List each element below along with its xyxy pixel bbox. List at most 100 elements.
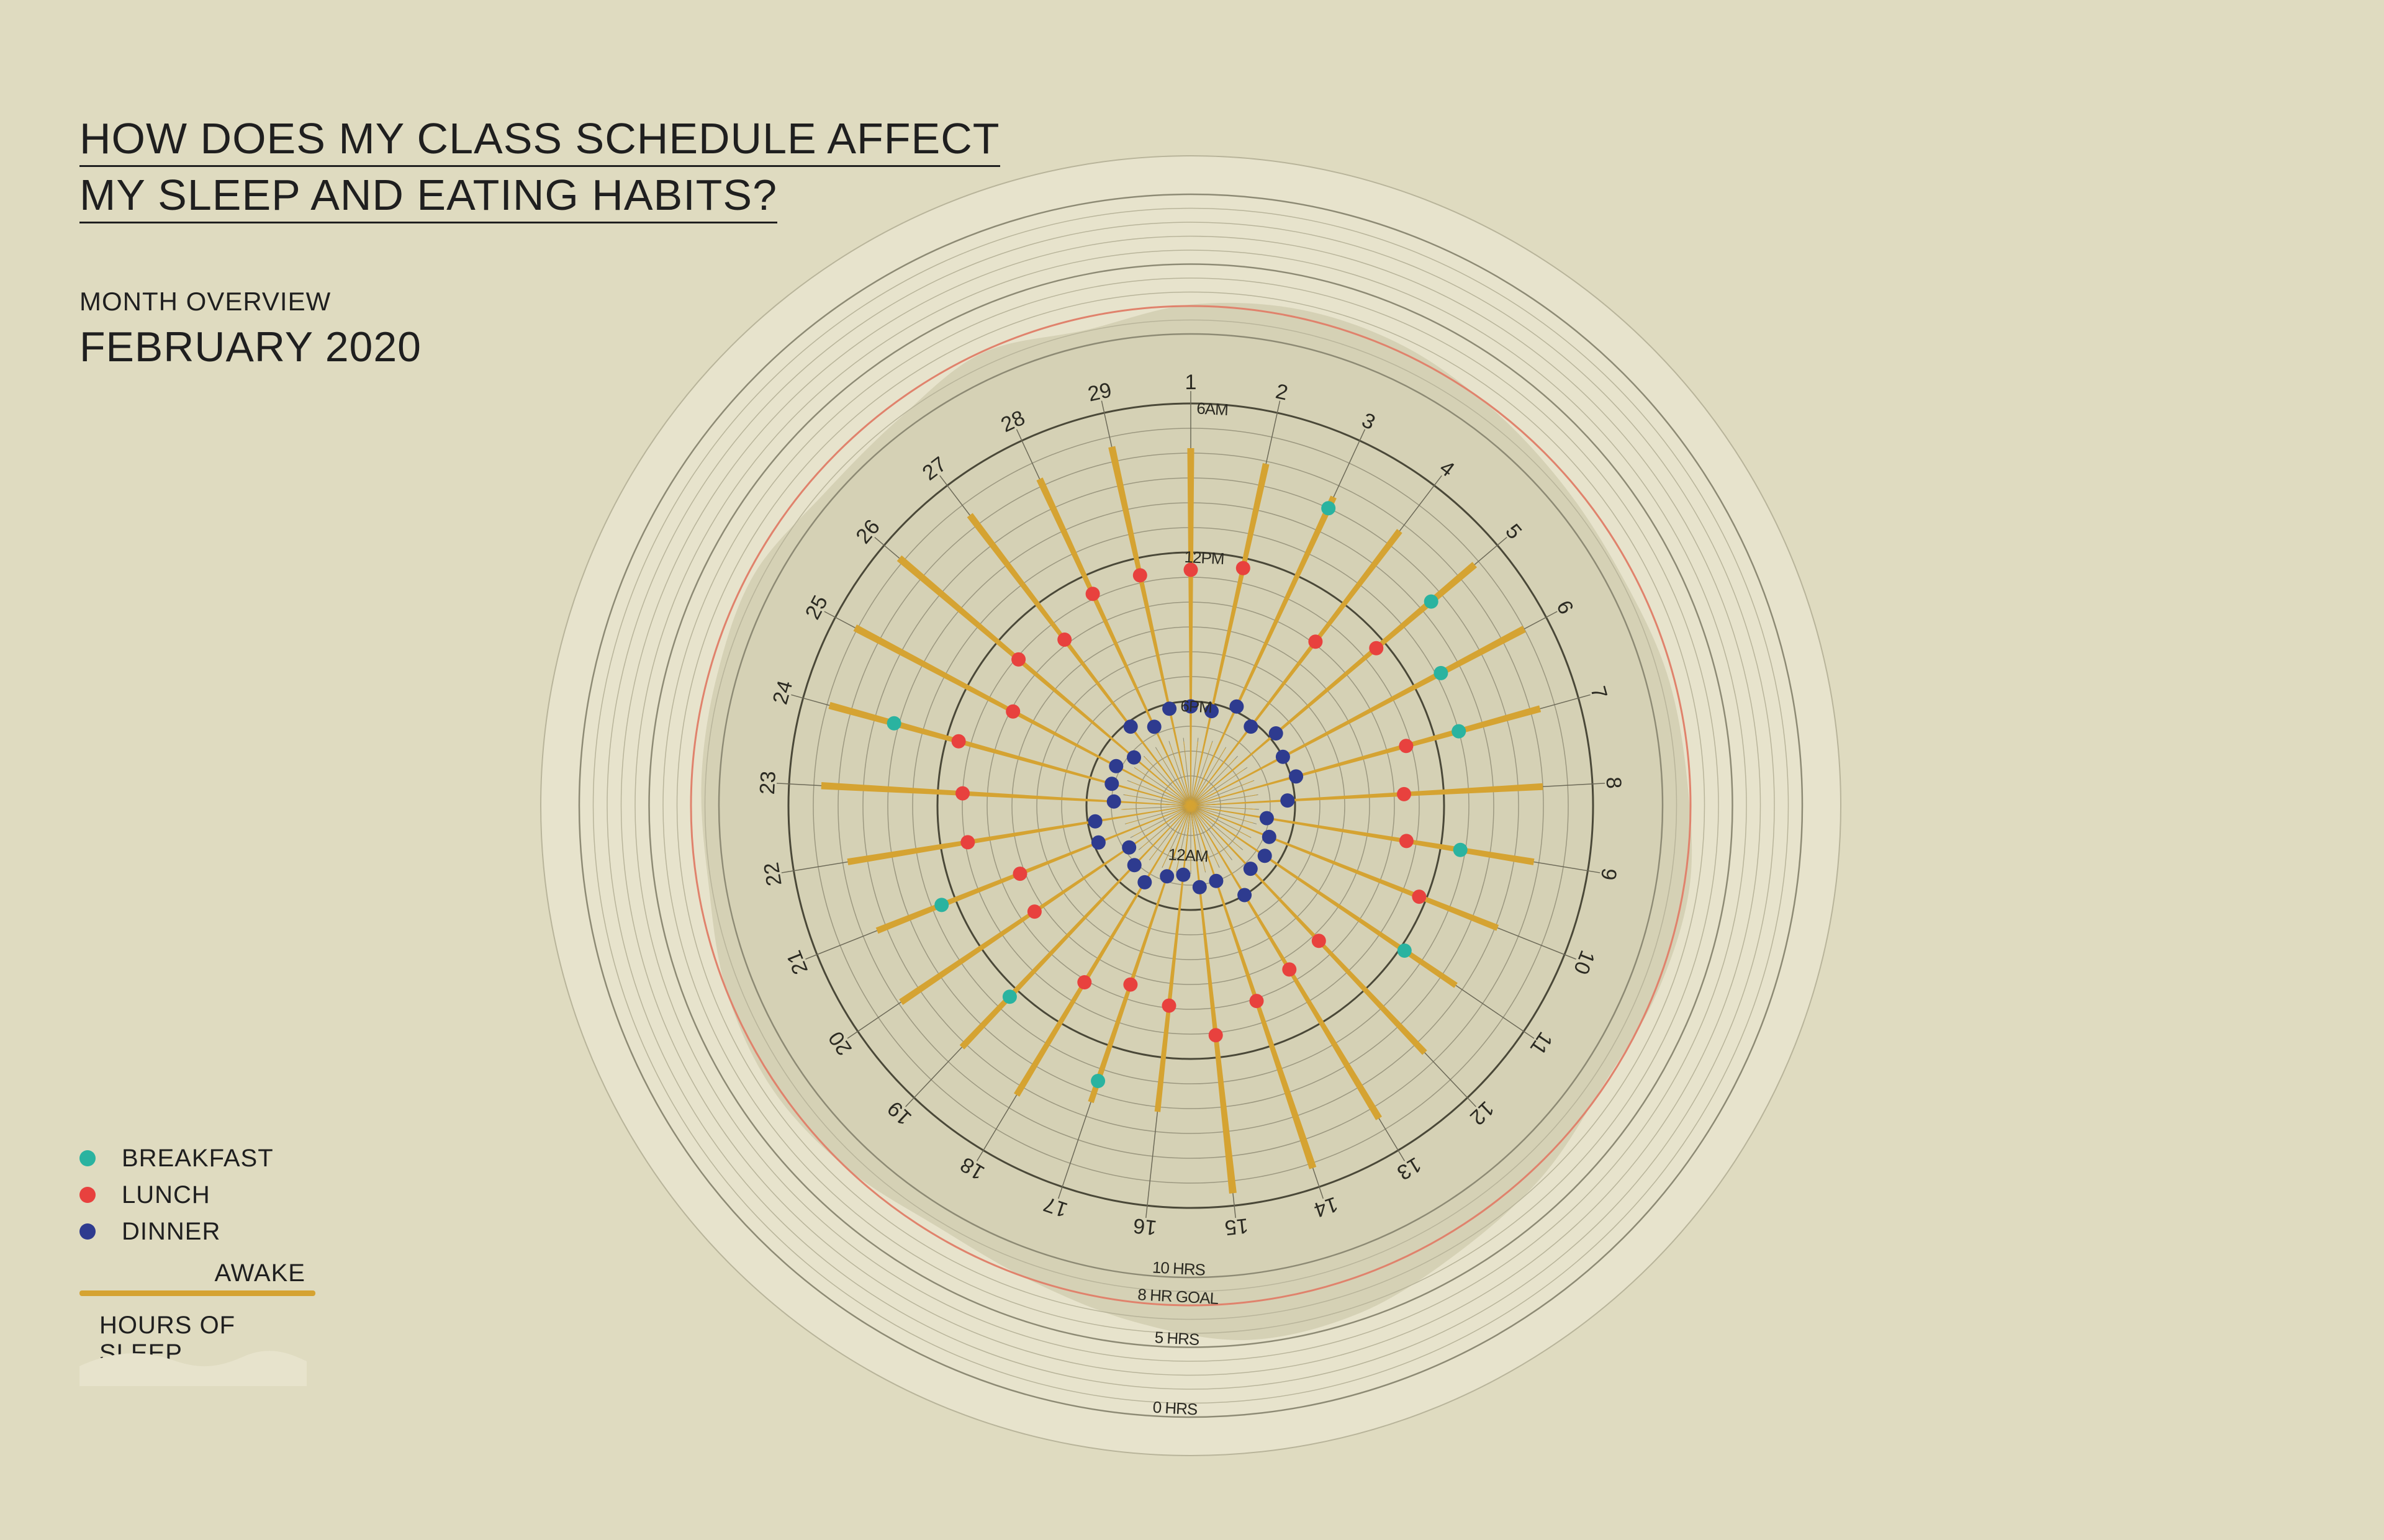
dinner-dot-day-5 xyxy=(1268,726,1283,741)
sleep-ring xyxy=(634,250,1747,1362)
legend-item-hours-of-sleep: HOURS OF SLEEP xyxy=(79,1305,315,1386)
dinner-dot-day-24 xyxy=(1104,777,1119,791)
sleep-goal-ring xyxy=(690,305,1692,1307)
dinner-dot-day-11 xyxy=(1257,849,1272,863)
day-label-29: 29 xyxy=(1086,378,1114,406)
lunch-dot-day-10 xyxy=(1412,889,1427,904)
sleep-scale-label: 0 HRS xyxy=(1152,1398,1198,1419)
dinner-dot-day-14 xyxy=(1209,873,1224,888)
legend-item-breakfast: BREAKFAST xyxy=(79,1142,315,1179)
day-label-8: 8 xyxy=(1602,777,1626,790)
breakfast-dot-day-19 xyxy=(1002,989,1017,1004)
lunch-dot-day-21 xyxy=(1013,867,1027,881)
lunch-dot-day-26 xyxy=(1011,652,1026,667)
dinner-dot-day-3 xyxy=(1229,699,1244,714)
dinner-dot-day-29 xyxy=(1162,701,1177,716)
legend-label-lunch: LUNCH xyxy=(122,1181,210,1209)
sleep-ring xyxy=(578,193,1804,1418)
day-label-22: 22 xyxy=(759,861,787,888)
lunch-dot-day-15 xyxy=(1208,1028,1223,1043)
dinner-dot-day-4 xyxy=(1244,719,1258,734)
awake-bar-day-13 xyxy=(1157,750,1382,1120)
time-label: 6AM xyxy=(1196,399,1229,419)
awake-bar-day-11 xyxy=(1135,768,1458,988)
awake-bar-day-27 xyxy=(967,513,1230,858)
dinner-dot-day-9 xyxy=(1259,811,1274,826)
lunch-dot-day-18 xyxy=(1077,975,1092,989)
breakfast-dot-day-7 xyxy=(1452,724,1466,739)
day-label-23: 23 xyxy=(756,770,780,795)
lunch-dot-day-2 xyxy=(1235,561,1250,575)
dinner-dot-day-18 xyxy=(1137,875,1152,889)
lunch-dot-day-27 xyxy=(1057,633,1072,647)
lunch-dot-day-7 xyxy=(1399,739,1414,754)
lunch-dot-day-28 xyxy=(1085,587,1100,601)
day-label-15: 15 xyxy=(1224,1214,1250,1240)
breakfast-dot-day-9 xyxy=(1453,842,1468,857)
lunch-dot-day-8 xyxy=(1397,786,1411,801)
sleep-ring xyxy=(704,319,1677,1292)
dinner-dot-day-16 xyxy=(1176,867,1191,882)
awake-bar-day-17 xyxy=(1088,742,1212,1104)
dinner-dot-day-21 xyxy=(1091,835,1106,850)
lunch-dot-day-17 xyxy=(1123,977,1138,992)
lunch-dot-day-14 xyxy=(1249,994,1264,1009)
chart-title-line-1: HOW DOES MY CLASS SCHEDULE AFFECT xyxy=(79,113,1000,167)
awake-bar-day-1 xyxy=(1187,448,1194,870)
chart-title: HOW DOES MY CLASS SCHEDULE AFFECT MY SLE… xyxy=(79,113,1000,226)
awake-bar-day-20 xyxy=(899,769,1245,1005)
awake-bar-day-6 xyxy=(1133,626,1526,837)
dinner-dot-day-25 xyxy=(1109,759,1124,773)
lunch-dot-day-1 xyxy=(1183,562,1198,577)
dinner-dot-day-27 xyxy=(1123,719,1138,734)
breakfast-dot-day-11 xyxy=(1397,943,1412,958)
dinner-dot-day-17 xyxy=(1160,869,1175,884)
lunch-dot-day-24 xyxy=(951,734,966,749)
dinner-dot-day-12 xyxy=(1243,862,1258,876)
awake-bar-day-9 xyxy=(1124,795,1535,865)
sleep-scale-label: 8 HR GOAL xyxy=(1137,1285,1219,1308)
dinner-dot-day-23 xyxy=(1106,794,1121,809)
legend-label-dinner: DINNER xyxy=(122,1218,221,1245)
dinner-dot-day-7 xyxy=(1289,769,1304,784)
lunch-dot-day-16 xyxy=(1162,998,1176,1013)
legend-label-awake: AWAKE xyxy=(214,1259,305,1287)
awake-bar-day-5 xyxy=(1141,562,1478,848)
sleep-ring xyxy=(592,207,1789,1404)
day-label-1: 1 xyxy=(1185,371,1197,394)
dinner-dot-day-26 xyxy=(1127,750,1141,765)
awake-bar-day-12 xyxy=(1144,757,1427,1055)
lunch-dot-day-29 xyxy=(1132,568,1147,583)
awake-bar-day-29 xyxy=(1108,446,1206,871)
breakfast-dot-icon xyxy=(79,1150,96,1166)
awake-bar-day-7 xyxy=(1126,705,1542,824)
sleep-ring xyxy=(718,333,1664,1279)
awake-bar-day-3 xyxy=(1162,495,1337,867)
sleep-area-icon xyxy=(79,1351,307,1386)
lunch-dot-day-9 xyxy=(1399,834,1414,849)
month-overview-label: MONTH OVERVIEW xyxy=(79,287,332,316)
dinner-dot-day-8 xyxy=(1280,793,1295,808)
dinner-dot-day-13 xyxy=(1237,888,1252,903)
awake-bar-day-23 xyxy=(821,782,1255,810)
awake-bar-day-8 xyxy=(1121,783,1543,810)
lunch-dot-day-20 xyxy=(1027,904,1042,919)
lunch-dot-day-22 xyxy=(960,835,975,850)
awake-bar-day-14 xyxy=(1170,744,1317,1169)
awake-bar-day-26 xyxy=(896,555,1240,848)
sleep-ring xyxy=(607,222,1775,1390)
awake-bar-day-15 xyxy=(1183,741,1237,1194)
lunch-dot-day-12 xyxy=(1311,934,1326,948)
dinner-dot-day-1 xyxy=(1183,699,1198,714)
awake-bar-day-10 xyxy=(1131,781,1499,931)
sleep-ring xyxy=(662,277,1719,1334)
breakfast-dot-day-24 xyxy=(887,716,901,731)
dinner-dot-day-15 xyxy=(1192,880,1207,894)
meal-dots xyxy=(887,501,1468,1088)
dinner-dot-day-6 xyxy=(1275,749,1290,764)
awake-bar-day-24 xyxy=(828,701,1253,824)
dinner-dot-day-19 xyxy=(1127,858,1142,873)
legend: BREAKFAST LUNCH DINNER AWAKE HOURS OF SL… xyxy=(79,1142,315,1386)
dinner-dot-day-20 xyxy=(1122,840,1137,855)
